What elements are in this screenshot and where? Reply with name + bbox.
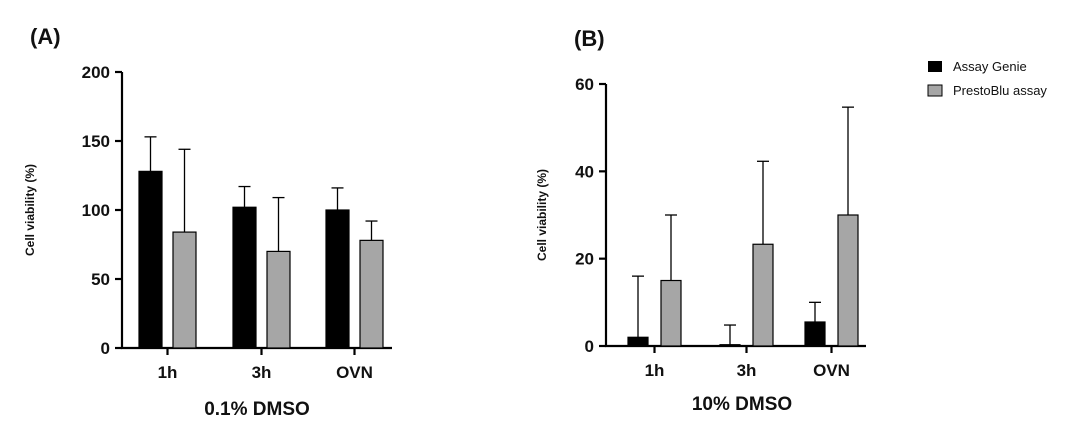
panel-label: (B) [574,26,605,51]
legend: Assay Genie PrestoBlu assay [927,59,1047,98]
bar-prestoblu-assay-1h [172,231,197,349]
x-tick-label-3h: 3h [737,361,757,380]
panel-b: (B) 0 20 40 60 Cell viability (%) 10% DMSO 1h 3h… [535,26,866,415]
legend-label-assay-genie: Assay Genie [953,59,1027,74]
panel-label: (A) [30,24,61,49]
bar-assay-genie-ovn [325,209,350,349]
bar-assay-genie-1h [627,336,649,347]
bar-prestoblu-assay-1h [660,279,682,347]
legend-swatch-prestoblu [927,84,943,97]
bar-prestoblu-assay-ovn [837,214,859,347]
legend-label-prestoblu: PrestoBlu assay [953,83,1047,98]
bar-assay-genie-1h [138,170,163,349]
y-axis-label: Cell viability (%) [23,164,37,256]
y-tick-label: 100 [82,201,110,220]
y-tick-label: 40 [575,162,594,181]
y-tick-label: 0 [585,337,594,356]
bar-prestoblu-assay-3h [266,250,291,349]
bar-assay-genie-ovn [804,321,826,347]
y-axis-label: Cell viability (%) [535,169,549,261]
x-axis-label: 0.1% DMSO [204,399,310,420]
y-tick-label: 150 [82,132,110,151]
y-tick-label: 200 [82,63,110,82]
axis-lines [604,84,866,348]
x-tick-label-ovn: OVN [336,363,373,382]
y-tick-label: 60 [575,75,594,94]
panel-a: (A) 0 50 100 150 200 Cell viability (%) 0.1% DM… [23,24,392,420]
bar-assay-genie-3h [232,206,257,349]
y-tick-label: 0 [101,339,110,358]
x-tick-label-1h: 1h [645,361,665,380]
bar-prestoblu-assay-3h [752,243,774,347]
x-axis-label: 10% DMSO [692,394,792,415]
x-tick-label-3h: 3h [252,363,272,382]
bar-assay-genie-3h [719,344,741,347]
y-tick-label: 20 [575,250,594,269]
x-tick-label-ovn: OVN [813,361,850,380]
y-tick-label: 50 [91,270,110,289]
legend-swatch-assay-genie [928,61,942,72]
bar-prestoblu-assay-ovn [359,239,384,349]
x-tick-label-1h: 1h [158,363,178,382]
